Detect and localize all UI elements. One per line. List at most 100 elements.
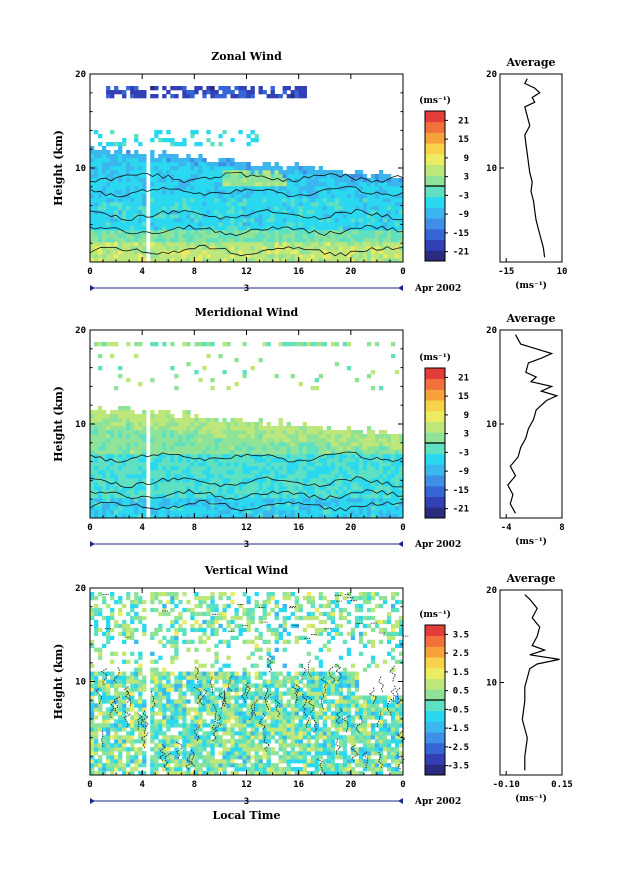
heatmap-cell [306,258,311,263]
heatmap-cell [98,450,103,455]
heatmap-cell [114,759,119,764]
heatmap-cell [142,755,147,760]
heatmap-cell [362,450,368,455]
heatmap-cell [114,651,119,656]
heatmap-cell [246,94,251,99]
heatmap-cell [138,94,143,99]
heatmap-cell [310,230,316,235]
heatmap-cell [242,238,247,243]
heatmap-cell [350,206,356,211]
heatmap-cell [374,206,380,211]
heatmap-cell [390,466,396,471]
heatmap-cell [242,502,247,507]
heatmap-cell [378,250,384,255]
heatmap-cell [322,450,328,455]
heatmap-cell [262,502,267,507]
heatmap-cell [358,462,364,467]
heatmap-cell [310,210,316,215]
heatmap-cell [186,342,191,347]
heatmap-cell [170,707,175,712]
heatmap-cell [366,374,372,379]
heatmap-cell [206,238,211,243]
heatmap-cell [182,202,187,207]
heatmap-cell [114,711,119,716]
heatmap-cell [334,210,340,215]
heatmap-cell [106,470,111,475]
heatmap-cell [250,490,255,495]
heatmap-cell [90,218,95,223]
heatmap-cell [170,458,175,463]
heatmap-cell [254,242,259,247]
heatmap-cell [162,747,167,752]
heatmap-cell [138,723,143,728]
heatmap-cell [170,418,175,423]
heatmap-cell [262,226,267,231]
heatmap-cell [326,510,332,515]
heatmap-cell [282,470,287,475]
heatmap-cell [182,410,187,415]
heatmap-cell [194,222,199,227]
heatmap-cell [270,502,275,507]
heatmap-cell [158,206,163,211]
heatmap-cell [138,759,143,764]
heatmap-cell [222,474,227,479]
heatmap-cell [138,619,143,625]
heatmap-cell [194,442,199,447]
heatmap-cell [202,170,207,175]
heatmap-cell [134,198,139,203]
heatmap-cell [266,342,271,347]
heatmap-cell [338,202,344,207]
heatmap-cell [214,186,219,191]
heatmap-cell [386,210,392,215]
heatmap-cell [98,458,103,463]
heatmap-cell [314,218,320,223]
heatmap-cell [94,414,99,419]
heatmap-cell [346,498,352,503]
heatmap-cell [150,506,155,511]
heatmap-cell [214,418,219,423]
heatmap-cell [262,238,267,243]
heatmap-cell [170,422,175,427]
heatmap-cell [154,190,159,195]
heatmap-cell [190,426,195,431]
contour-line [89,451,404,463]
heatmap-cell [166,679,171,684]
heatmap-cell [254,166,259,171]
heatmap-cell [110,635,115,641]
heatmap-cell [306,234,311,239]
heatmap-cell [314,486,320,491]
heatmap-cell [118,699,123,704]
heatmap-cell [290,222,295,227]
heatmap-cell [214,254,219,259]
heatmap-cell [182,502,187,507]
heatmap-cell [294,206,299,211]
heatmap-cell [170,719,175,724]
heatmap-cell [226,206,231,211]
heatmap-cell [278,494,283,499]
heatmap-cell [314,186,320,191]
heatmap-cell [246,422,251,427]
heatmap-cell [106,442,111,447]
heatmap-cell [322,230,328,235]
heatmap-cell [106,719,111,724]
heatmap-cell [106,627,111,633]
heatmap-cell [242,222,247,227]
heatmap-cell [298,234,303,239]
heatmap-cell [238,230,243,235]
heatmap-cell [310,450,316,455]
heatmap-cell [398,510,404,515]
heatmap-cell [162,755,167,760]
heatmap-cell [186,474,191,479]
heatmap-cell [366,474,372,479]
heatmap-cell [106,342,111,347]
heatmap-cell [122,426,127,431]
heatmap-cell [390,238,396,243]
heatmap-cell [218,142,223,147]
heatmap-cell [242,342,247,347]
heatmap-cell [326,246,332,251]
heatmap-cell [206,230,211,235]
heatmap-cell [302,246,307,251]
heatmap-cell [290,486,295,491]
heatmap-cell [194,490,199,495]
heatmap-cell [102,719,107,724]
